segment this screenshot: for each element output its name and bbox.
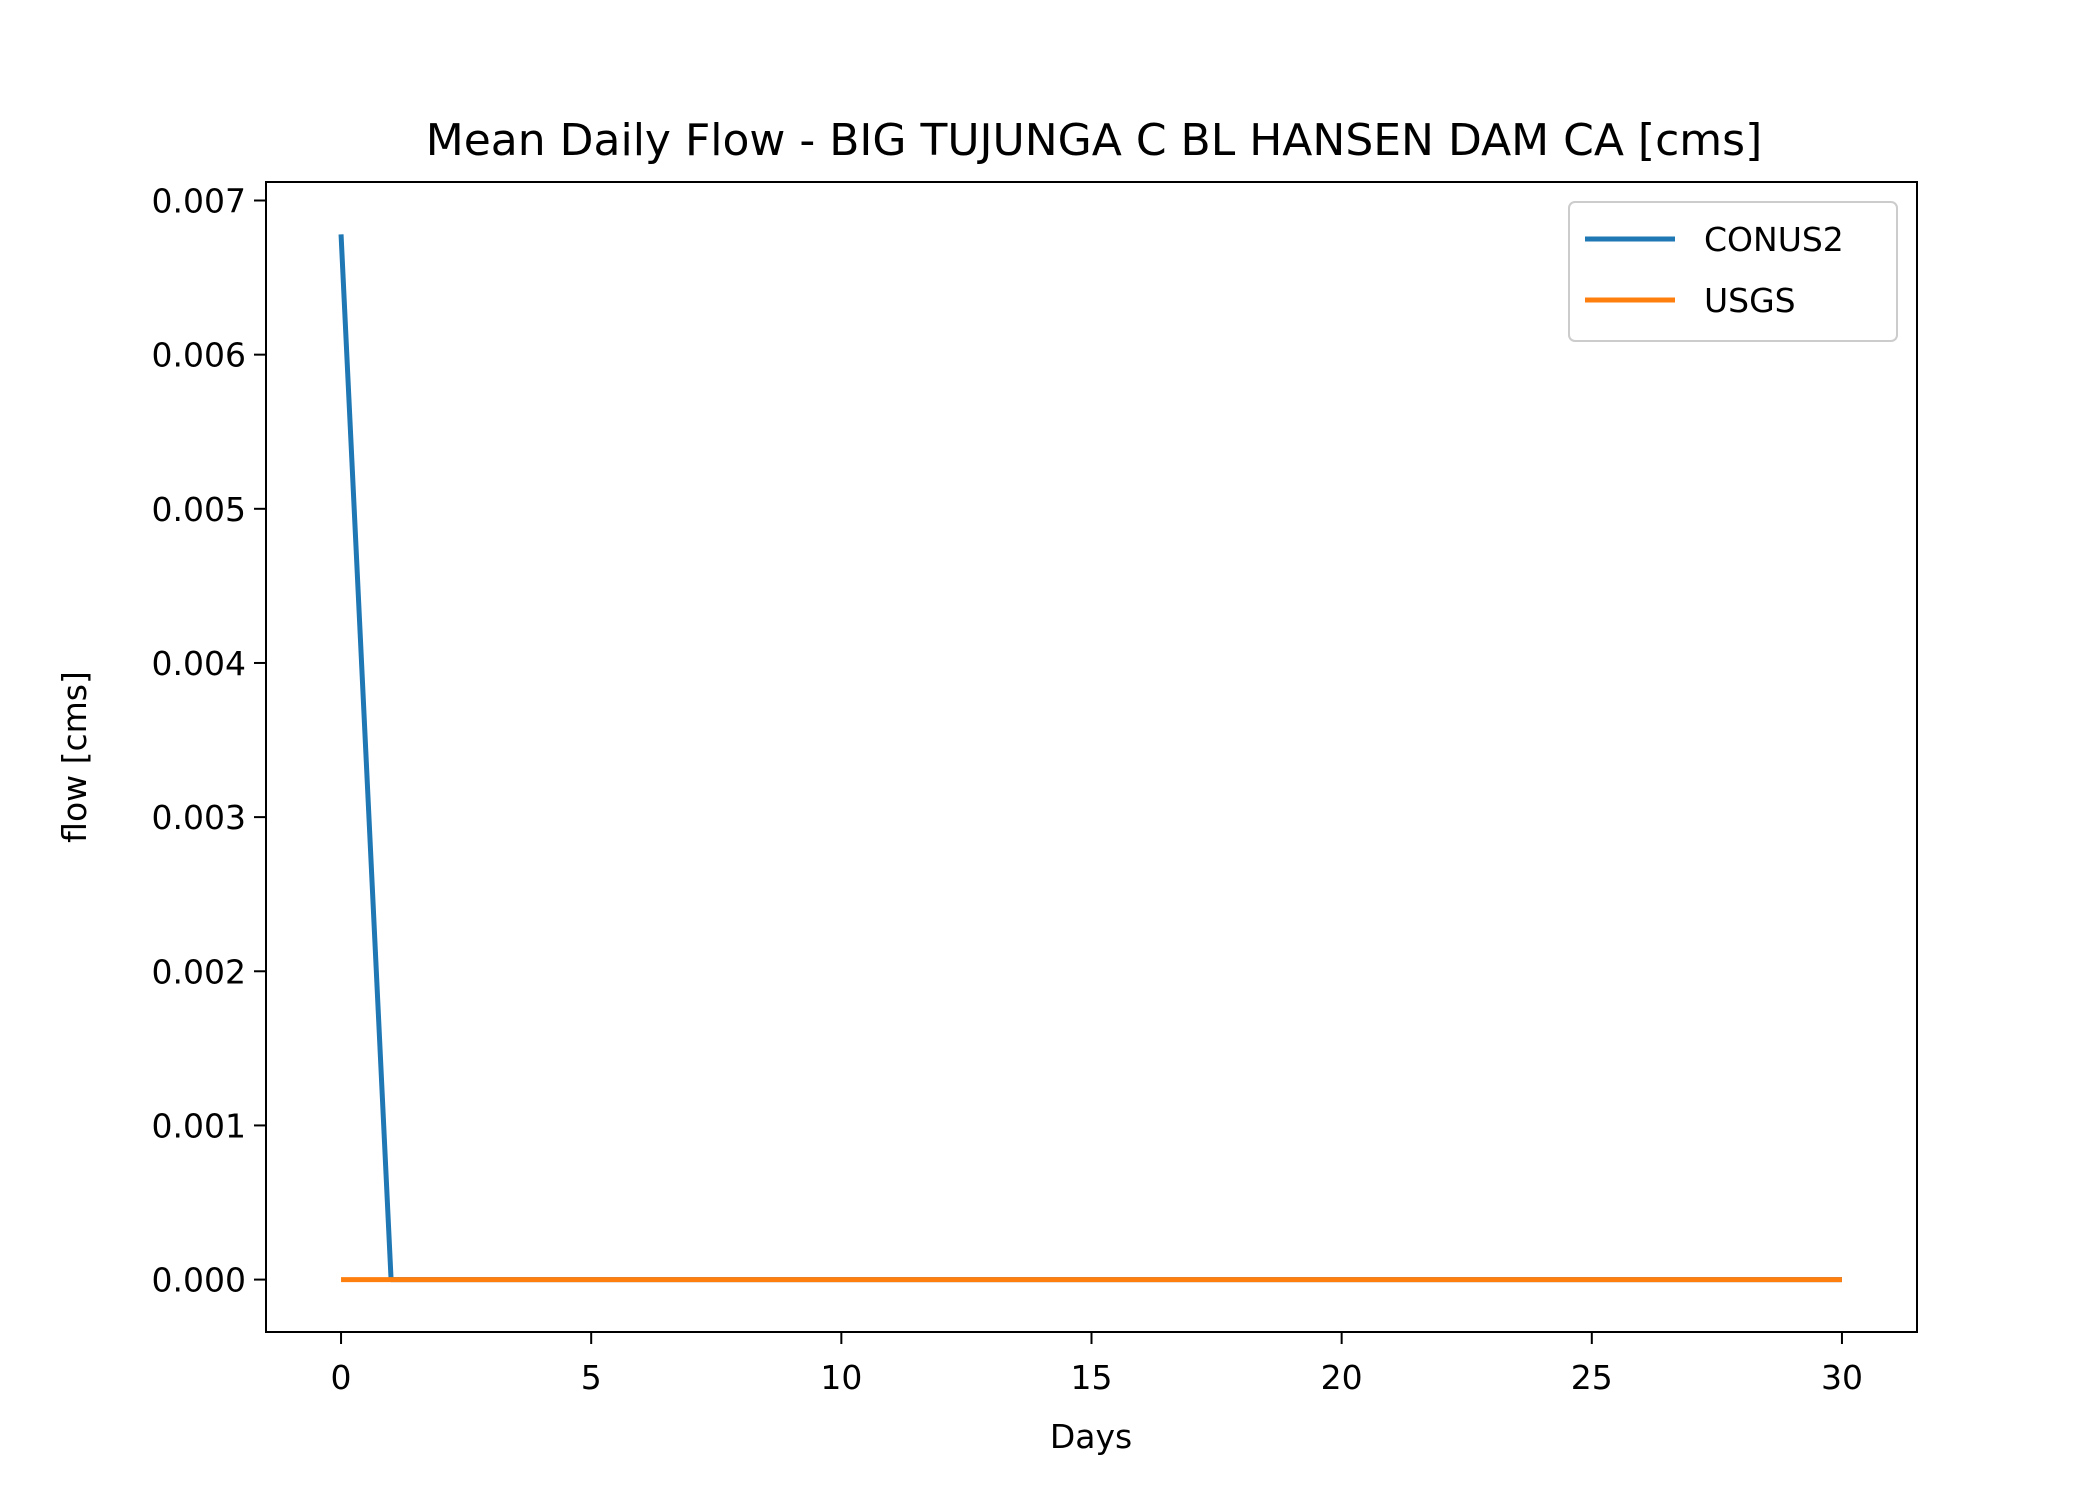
x-tick-label: 30 [1821, 1358, 1863, 1397]
y-tick-label: 0.000 [152, 1261, 246, 1300]
y-axis-label: flow [cms] [55, 671, 94, 843]
legend: CONUS2 USGS [1568, 201, 1898, 342]
y-tick-label: 0.001 [152, 1106, 246, 1145]
y-tick-label: 0.004 [152, 644, 246, 683]
legend-label-conus2: CONUS2 [1704, 220, 1844, 259]
x-axis-label: Days [1050, 1417, 1132, 1456]
x-tick-label: 0 [331, 1358, 352, 1397]
y-tick-label: 0.002 [152, 952, 246, 991]
x-tick-label: 25 [1571, 1358, 1613, 1397]
legend-label-usgs: USGS [1704, 281, 1796, 320]
chart-title: Mean Daily Flow - BIG TUJUNGA C BL HANSE… [426, 115, 1762, 166]
y-tick-label: 0.006 [152, 336, 246, 375]
y-tick-label: 0.005 [152, 490, 246, 529]
y-tick-label: 0.007 [152, 181, 246, 220]
x-tick-label: 15 [1071, 1358, 1113, 1397]
x-axis: 0 5 10 15 20 25 30 [331, 1332, 1863, 1397]
y-axis: 0.000 0.001 0.002 0.003 0.004 0.005 0.006 0.007 [152, 181, 266, 1300]
x-tick-label: 5 [581, 1358, 602, 1397]
y-tick-label: 0.003 [152, 798, 246, 837]
x-tick-label: 10 [820, 1358, 862, 1397]
x-tick-label: 20 [1321, 1358, 1363, 1397]
plot-area [338, 234, 1842, 1283]
